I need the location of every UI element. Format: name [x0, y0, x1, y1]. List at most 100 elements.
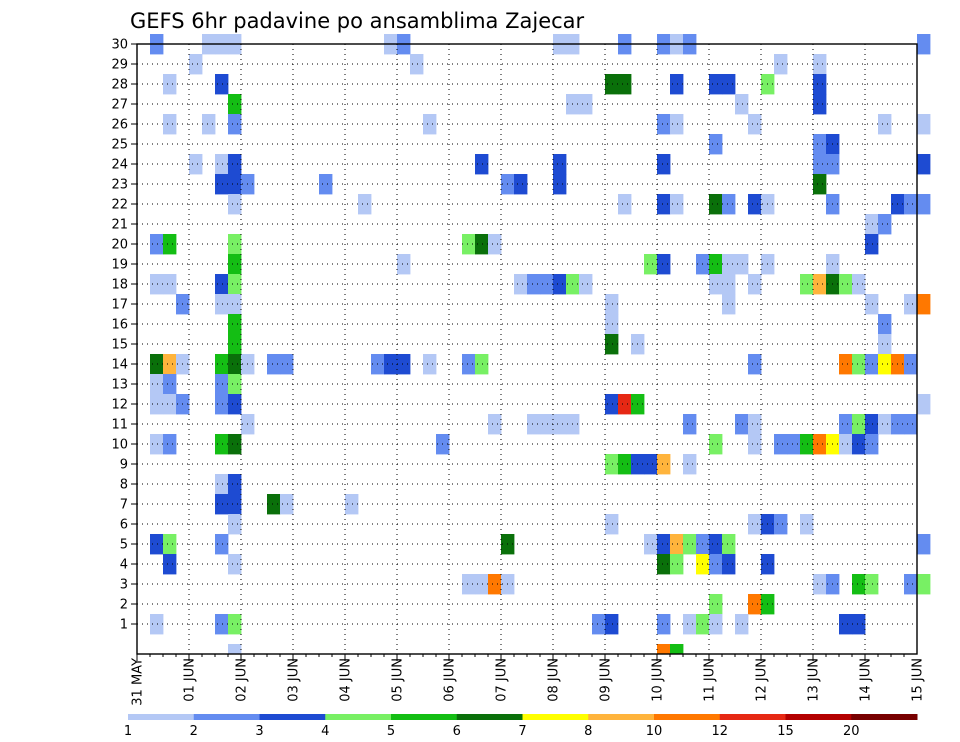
legend-swatch	[259, 714, 326, 720]
legend-swatch	[325, 714, 392, 720]
y-tick-label: 2	[120, 598, 128, 613]
data-cell	[228, 554, 242, 575]
data-cell	[605, 314, 619, 335]
legend-swatch	[654, 714, 721, 720]
y-tick-label: 16	[111, 318, 128, 333]
data-cell	[735, 94, 749, 115]
data-cell	[228, 254, 242, 275]
data-cell	[657, 254, 671, 275]
data-cell	[748, 354, 762, 375]
data-cell	[618, 194, 632, 215]
data-cell	[605, 514, 619, 535]
data-cell	[215, 394, 229, 415]
data-cell	[657, 554, 671, 575]
data-cell	[722, 74, 736, 95]
y-tick-label: 19	[111, 258, 128, 273]
legend-swatch	[193, 714, 260, 720]
data-cell	[917, 574, 931, 595]
legend-label: 2	[190, 724, 198, 739]
data-cell	[228, 644, 242, 655]
data-cell	[228, 114, 242, 135]
x-axis-ticks: 31 MAY 01 JUN 02 JUN 03 JUN 04 JUN 05 JUN 06 J…	[131, 654, 926, 706]
data-cell	[878, 114, 892, 135]
data-cell	[852, 614, 866, 635]
data-cell	[670, 534, 684, 555]
x-tick-label: 11 JUN	[703, 658, 718, 702]
data-cell	[228, 614, 242, 635]
data-cell	[150, 534, 164, 555]
y-tick-label: 13	[111, 378, 128, 393]
data-cell	[462, 354, 476, 375]
x-tick-label: 10 JUN	[651, 658, 666, 702]
x-tick-label: 08 JUN	[547, 658, 562, 702]
y-tick-label: 18	[111, 278, 128, 293]
data-cell	[215, 274, 229, 295]
legend-label: 4	[321, 724, 329, 739]
x-tick-label: 15 JUN	[911, 658, 926, 702]
data-cell	[657, 114, 671, 135]
y-tick-label: 26	[111, 118, 128, 133]
data-cell	[748, 114, 762, 135]
data-cell	[163, 394, 177, 415]
data-cell	[228, 434, 242, 455]
data-cell	[410, 54, 424, 75]
data-cell	[228, 494, 242, 515]
data-cell	[657, 454, 671, 475]
data-cell	[852, 354, 866, 375]
data-cell	[488, 414, 502, 435]
data-cell	[813, 154, 827, 175]
legend-label: 5	[387, 724, 395, 739]
data-cell	[735, 614, 749, 635]
x-tick-label: 31 MAY	[131, 658, 146, 706]
data-cell	[865, 434, 879, 455]
legend-label: 12	[711, 724, 728, 739]
y-tick-label: 1	[120, 618, 128, 633]
data-cell	[462, 234, 476, 255]
data-cell	[592, 614, 606, 635]
data-cell	[189, 154, 203, 175]
x-tick-label: 14 JUN	[859, 658, 874, 702]
y-tick-label: 27	[111, 98, 128, 113]
y-tick-label: 5	[120, 538, 128, 553]
data-cell	[605, 614, 619, 635]
y-tick-label: 3	[120, 578, 128, 593]
data-cell	[540, 414, 554, 435]
data-cell	[748, 274, 762, 295]
data-cell	[878, 414, 892, 435]
plot-frame	[136, 43, 918, 655]
data-cell	[709, 554, 723, 575]
data-cell	[228, 514, 242, 535]
data-cell	[605, 294, 619, 315]
data-cell	[813, 94, 827, 115]
data-cell	[904, 294, 918, 315]
data-cell	[579, 274, 593, 295]
x-tick-label: 05 JUN	[391, 658, 406, 702]
data-cell	[540, 274, 554, 295]
data-cell	[280, 494, 294, 515]
data-cell	[163, 434, 177, 455]
data-cell	[839, 414, 853, 435]
legend-label: 6	[453, 724, 461, 739]
data-cell	[670, 554, 684, 575]
x-tick-label: 03 JUN	[287, 658, 302, 702]
data-cell	[839, 614, 853, 635]
legend-swatch	[719, 714, 786, 720]
data-cell	[709, 254, 723, 275]
data-cell	[813, 434, 827, 455]
data-cell	[150, 234, 164, 255]
legend-swatch	[456, 714, 523, 720]
data-cell	[163, 354, 177, 375]
data-cell	[683, 614, 697, 635]
y-axis-ticks: 1234567891011121314151617181920212223242…	[111, 38, 137, 633]
data-cell	[904, 354, 918, 375]
data-cell	[709, 534, 723, 555]
data-cell	[670, 74, 684, 95]
data-cell	[488, 234, 502, 255]
data-cell	[917, 154, 931, 175]
legend-swatch	[522, 714, 589, 720]
data-cell	[813, 574, 827, 595]
data-cell	[423, 354, 437, 375]
y-tick-label: 11	[111, 418, 128, 433]
data-cell	[904, 414, 918, 435]
